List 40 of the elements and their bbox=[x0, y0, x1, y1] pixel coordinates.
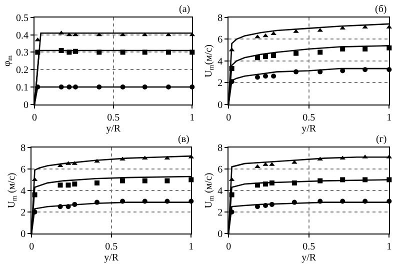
x-tick-label: 0.5 bbox=[302, 241, 316, 252]
y-tick-label: 8 bbox=[20, 142, 26, 154]
y-tick-label: 0.5 bbox=[16, 12, 29, 24]
y-tick-label: 0.2 bbox=[16, 65, 29, 76]
x-tick-label: 1 bbox=[190, 112, 195, 124]
x-tick-label: 0 bbox=[32, 112, 38, 124]
y-tick-label: 2 bbox=[20, 207, 26, 218]
y-tick-label: 4 bbox=[218, 56, 223, 68]
y-tick-label: 2 bbox=[218, 78, 223, 90]
y-tick-label: 0 bbox=[20, 228, 26, 240]
text: (в) bbox=[178, 134, 190, 145]
y-tick-label: 0 bbox=[218, 228, 223, 240]
text: (б) bbox=[375, 4, 387, 15]
x-tick-label: 0 bbox=[226, 112, 232, 124]
x-tick-label: 1 bbox=[386, 241, 392, 252]
x-tick-label: 0 bbox=[226, 241, 232, 252]
y-tick-label: 0 bbox=[218, 100, 223, 111]
y-tick-label: 0.1 bbox=[16, 82, 29, 94]
x-tick-label: 1 bbox=[386, 112, 392, 124]
y-tick-label: 4 bbox=[218, 186, 223, 197]
text: (г) bbox=[376, 134, 387, 145]
y-tick-label: 6 bbox=[20, 164, 26, 176]
x-axis-title: y/R bbox=[104, 252, 119, 264]
x-axis-title: y/R bbox=[302, 252, 316, 264]
y-tick-label: 6 bbox=[218, 34, 223, 46]
y-tick-label: 0.3 bbox=[16, 48, 29, 59]
y-tick-label: 8 bbox=[218, 142, 223, 154]
y-tick-label: 4 bbox=[20, 186, 26, 197]
y-tick-label: 6 bbox=[218, 164, 223, 176]
x-tick-label: 0.5 bbox=[105, 241, 118, 252]
x-axis-title: y/R bbox=[302, 123, 316, 134]
x-axis-title: y/R bbox=[106, 123, 121, 134]
y-tick-label: 0 bbox=[24, 100, 29, 111]
y-tick-label: 0.4 bbox=[16, 30, 29, 42]
y-tick-label: 8 bbox=[218, 12, 223, 24]
x-tick-label: 0.5 bbox=[107, 112, 120, 124]
x-tick-label: 0.5 bbox=[302, 112, 316, 124]
y-tick-label: 2 bbox=[218, 207, 223, 218]
x-tick-label: 1 bbox=[188, 241, 194, 252]
text: (a) bbox=[179, 4, 190, 15]
